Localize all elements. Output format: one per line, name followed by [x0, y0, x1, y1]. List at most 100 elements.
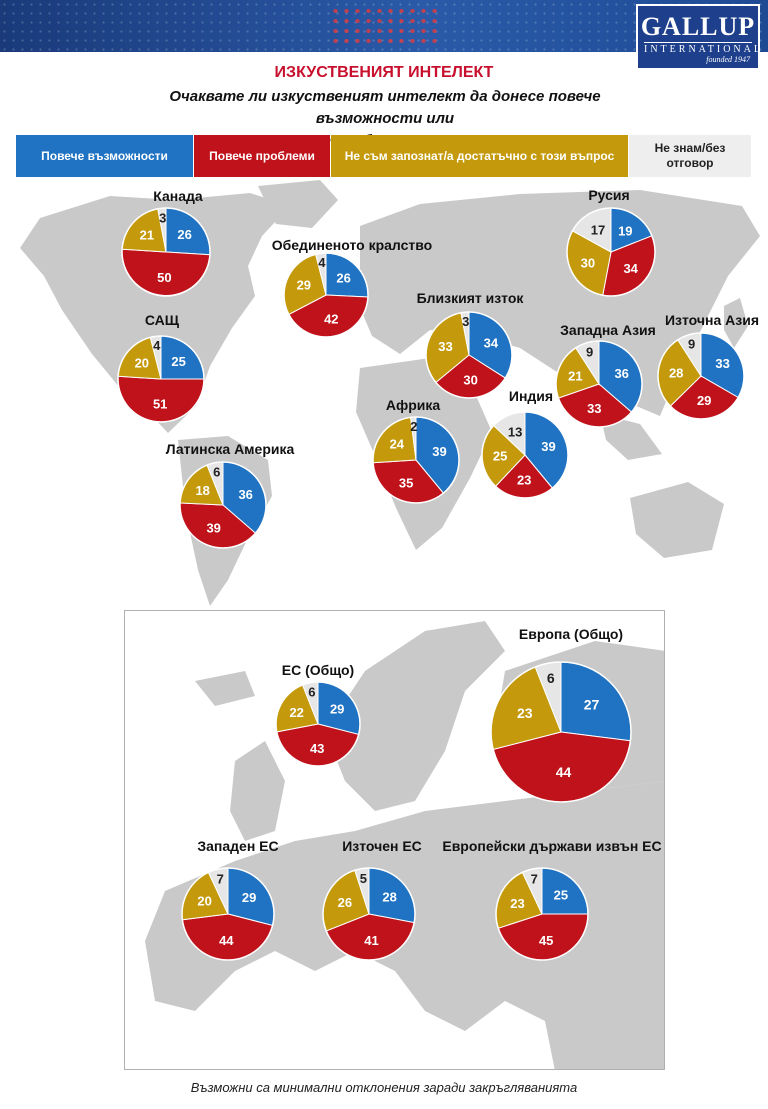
pie-value-label: 6: [547, 670, 555, 686]
pie-outline: [495, 867, 589, 961]
eurasia-shape: [356, 190, 760, 416]
pie-value-label: 51: [153, 396, 167, 411]
pie-value-label: 13: [508, 425, 522, 440]
pie-value-label: 4: [318, 255, 326, 270]
pie-value-label: 27: [584, 697, 600, 713]
pie-value-label: 33: [438, 339, 452, 354]
pie-value-label: 41: [364, 933, 378, 948]
pie-outline: [275, 681, 361, 767]
pie-value-label: 45: [539, 933, 553, 948]
pie-outline: [566, 207, 656, 297]
pie-value-label: 4: [153, 338, 161, 353]
pie-outline: [425, 311, 513, 399]
logo-founded-text: founded 1947: [706, 55, 750, 64]
pie-value-label: 28: [382, 890, 396, 905]
pie-chart: 25 51 20 4 САЩ: [117, 312, 205, 423]
pie-chart: 28 41 26 5 Източен ЕС: [322, 838, 422, 961]
pie-region-title: Канада: [153, 188, 203, 204]
pie-value-label: 34: [484, 336, 499, 351]
pie-value-label: 26: [177, 227, 191, 242]
pie-region-title: Източен ЕС: [342, 838, 422, 854]
pie-value-label: 25: [554, 888, 568, 903]
pie-value-label: 7: [531, 872, 538, 887]
pie-region-title: Близкият изток: [417, 290, 525, 306]
page-title: ИЗКУСТВЕНИЯТ ИНТЕЛЕКТ: [274, 64, 494, 81]
legend-item-opportunities: Повече възможности: [16, 135, 193, 177]
pie-value-label: 29: [242, 890, 256, 905]
pie-value-label: 42: [324, 311, 338, 326]
pie-chart: 19 34 30 17 Русия: [566, 187, 656, 297]
pie-value-label: 3: [462, 314, 469, 329]
pie-region-title: Западен ЕС: [197, 838, 278, 854]
pie-region-title: ЕС (Общо): [282, 662, 354, 678]
pie-value-label: 25: [493, 448, 507, 463]
banner-red-dots: [330, 6, 440, 46]
pie-outline: [372, 416, 460, 504]
pie-value-label: 39: [206, 521, 220, 536]
pie-chart: 26 42 29 4 Обединеното кралство: [272, 237, 433, 338]
pie-value-label: 30: [581, 255, 595, 270]
pie-value-label: 28: [669, 366, 683, 381]
pie-value-label: 25: [171, 354, 185, 369]
pie-value-label: 9: [586, 344, 593, 359]
greenland-shape: [258, 180, 338, 228]
pie-value-label: 9: [688, 336, 695, 351]
pie-region-title: Индия: [509, 388, 553, 404]
japan-shape: [724, 298, 748, 348]
legend-label: Не съм запознат/а достатъчно с този въпр…: [344, 148, 615, 163]
pie-value-label: 44: [556, 764, 572, 780]
pie-region-title: Западна Азия: [560, 322, 656, 338]
pie-value-label: 19: [618, 223, 632, 238]
pie-outline: [181, 867, 275, 961]
pie-value-label: 39: [432, 444, 446, 459]
pie-value-label: 36: [614, 366, 628, 381]
pie-outline: [657, 332, 745, 420]
southeast-asia-shape: [600, 414, 662, 460]
pie-outline: [322, 867, 416, 961]
pie-value-label: 18: [195, 483, 209, 498]
logo-sub-text: INTERNATIONAL: [644, 42, 763, 55]
legend-label: Повече възможности: [41, 148, 168, 163]
pie-chart: 26 50 21 3 Канада: [121, 188, 211, 297]
pie-region-title: САЩ: [145, 312, 180, 328]
pie-outline: [490, 661, 632, 803]
pie-region-title: Европейски държави извън ЕС: [442, 838, 661, 854]
legend-item-not-informed: Не съм запознат/а достатъчно с този въпр…: [331, 135, 628, 177]
pie-value-label: 35: [399, 475, 413, 490]
pie-value-label: 29: [697, 393, 711, 408]
pie-chart: 25 45 23 7 Европейски държави извън ЕС: [442, 838, 662, 961]
legend-label: Не знам/без отговор: [654, 141, 726, 170]
pie-value-label: 33: [587, 401, 601, 416]
rounding-footnote: Възможни са минимални отклонения заради …: [190, 1080, 578, 1095]
pie-value-label: 6: [213, 465, 220, 480]
pie-region-title: Обединеното кралство: [272, 237, 433, 253]
pie-value-label: 22: [289, 705, 303, 720]
iceland-shape: [195, 671, 255, 706]
pie-value-label: 23: [517, 472, 531, 487]
gallup-logo: GALLUP INTERNATIONAL founded 1947: [636, 4, 760, 70]
pie-outline: [121, 207, 211, 297]
pie-value-label: 29: [297, 278, 311, 293]
pie-value-label: 3: [159, 210, 166, 225]
pie-value-label: 30: [463, 372, 477, 387]
pie-value-label: 21: [568, 368, 582, 383]
pie-chart: 39 35 24 2 Африка: [372, 397, 460, 504]
pie-chart: 36 33 21 9 Западна Азия: [555, 322, 656, 428]
pie-outline: [555, 340, 643, 428]
pie-region-title: Русия: [588, 187, 629, 203]
pie-value-label: 33: [715, 356, 729, 371]
pie-outline: [179, 461, 267, 549]
pie-region-title: Латинска Америка: [166, 441, 295, 457]
pie-value-label: 29: [330, 702, 344, 717]
pie-chart: 29 44 20 7 Западен ЕС: [181, 838, 279, 961]
australia-shape: [630, 482, 724, 558]
pie-region-title: Европа (Общо): [519, 626, 623, 642]
pie-value-label: 20: [135, 356, 149, 371]
pie-value-label: 39: [541, 439, 555, 454]
pie-chart: 29 43 22 6 ЕС (Общо): [275, 662, 361, 767]
pie-region-title: Източна Азия: [665, 312, 759, 328]
pie-outline: [117, 335, 205, 423]
north-america-shape: [20, 193, 290, 433]
